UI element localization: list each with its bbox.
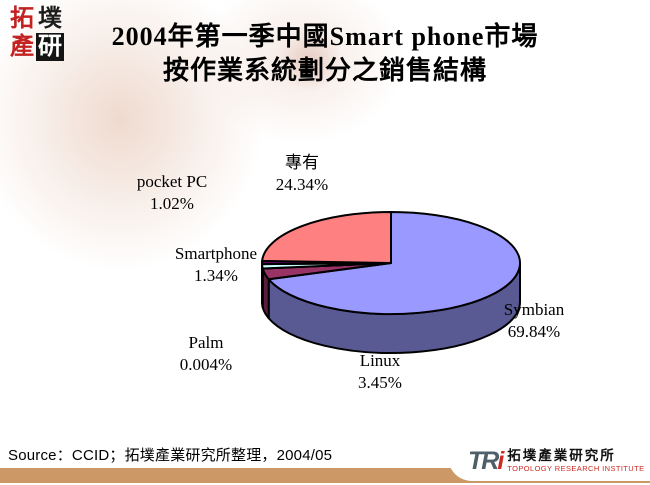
slice-label-linux: Linux 3.45% [358, 350, 402, 394]
seal-char: 墣 [38, 6, 62, 32]
slice-name: pocket PC [136, 172, 208, 191]
slice-label-pocket-pc: pocket PC 1.02% [137, 171, 207, 215]
tri-acronym: TRi [468, 446, 504, 475]
slide-title-line1: 2004年第一季中國Smart phone市場 [111, 22, 539, 51]
slice-percent: 0.004% [179, 355, 233, 374]
tri-name-cjk: 拓墣產業研究所 [507, 448, 616, 463]
slice-percent: 24.34% [275, 175, 329, 194]
slice-percent: 1.34% [194, 266, 238, 285]
tri-name-en: TOPOLOGY RESEARCH INSTITUTE [507, 464, 645, 473]
tri-logo: TRi 拓墣產業研究所 TOPOLOGY RESEARCH INSTITUTE [468, 447, 645, 475]
slice-label-symbian: Symbian 69.84% [504, 299, 564, 343]
slice-percent: 1.02% [150, 194, 194, 213]
tri-letter-i: i [497, 446, 504, 475]
footer-logo-notch [448, 441, 650, 481]
slice-name: Linux [359, 351, 401, 370]
seal-char: 產 [10, 34, 34, 60]
source-note: Source：CCID；拓墣產業研究所整理，2004/05 [8, 447, 333, 464]
slice-percent: 69.84% [507, 322, 561, 341]
slice-name: 專有 [284, 153, 319, 172]
slice-name: Symbian [503, 300, 565, 319]
slide-title: 2004年第一季中國Smart phone市場 按作業系統劃分之銷售結構 [0, 20, 650, 88]
tri-letters-tr: TR [468, 446, 499, 475]
seal-char: 拓 [10, 6, 34, 32]
slide-title-line2: 按作業系統劃分之銷售結構 [162, 56, 487, 85]
topology-seal-logo: 拓 墣 產 研 [8, 5, 64, 61]
slice-name: Smartphone [174, 244, 258, 263]
slice-percent: 3.45% [358, 373, 402, 392]
tri-names: 拓墣產業研究所 TOPOLOGY RESEARCH INSTITUTE [507, 448, 645, 474]
seal-char: 研 [36, 33, 64, 61]
slice-name: Palm [188, 333, 224, 352]
slice-label-proprietary: 專有 24.34% [276, 152, 328, 196]
slice-label-palm: Palm 0.004% [180, 332, 232, 376]
slice-label-smartphone: Smartphone 1.34% [175, 243, 257, 287]
